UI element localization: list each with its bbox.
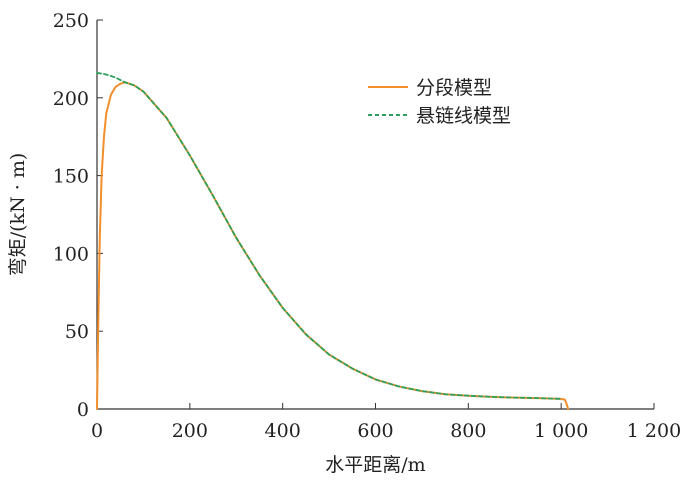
y-tick-label: 150 — [53, 166, 89, 188]
y-tick-label: 0 — [77, 399, 89, 421]
y-tick-label: 200 — [53, 88, 89, 110]
x-tick-label: 200 — [172, 420, 208, 442]
x-tick-label: 600 — [357, 420, 393, 442]
series-line-2 — [96, 72, 563, 400]
x-tick-label: 400 — [265, 420, 301, 442]
series-line-1 — [96, 81, 570, 410]
x-tick-label: 1 000 — [534, 420, 588, 442]
y-tick-label: 250 — [53, 10, 89, 32]
legend-label-1: 分段模型 — [416, 77, 492, 99]
y-tick-label: 100 — [53, 243, 89, 265]
x-tick-label: 1 200 — [627, 420, 681, 442]
x-tick-label: 0 — [91, 420, 103, 442]
legend-label-2: 悬链线模型 — [416, 105, 511, 127]
y-tick-label: 50 — [65, 321, 89, 343]
plot-lines — [96, 72, 570, 410]
x-tick-label: 800 — [450, 420, 486, 442]
x-axis-title: 水平距离/m — [325, 454, 425, 476]
y-axis-title: 弯矩/(kN · m) — [7, 153, 29, 277]
axes: 0 200 400 600 800 1 000 1 200 0 50 100 150 200 250 — [53, 10, 681, 442]
